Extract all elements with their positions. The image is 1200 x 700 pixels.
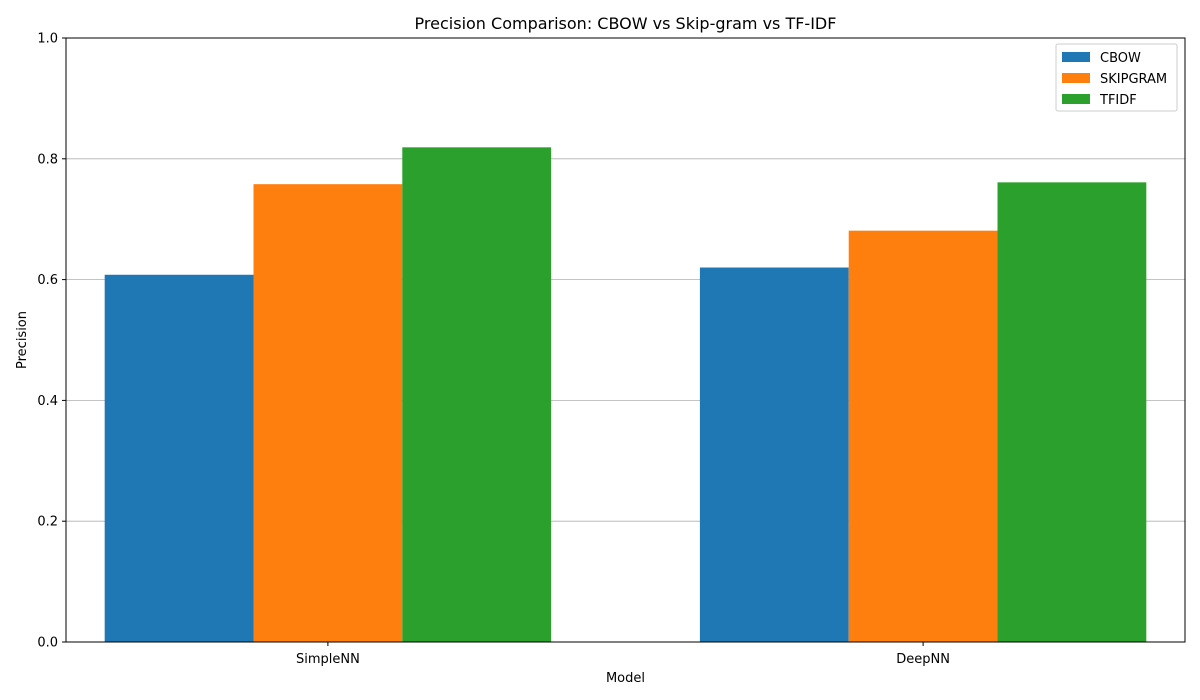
- legend-label-skipgram: SKIPGRAM: [1100, 72, 1167, 87]
- legend-label-tfidf: TFIDF: [1099, 93, 1137, 108]
- y-axis-label: Precision: [15, 311, 30, 369]
- bar-tfidf-deepnn: [997, 182, 1147, 642]
- y-tick-label: 1.0: [37, 32, 58, 47]
- plot-frame: [65, 37, 1186, 643]
- chart-title: Precision Comparison: CBOW vs Skip-gram …: [415, 14, 837, 33]
- bar-tfidf-simplenn: [402, 147, 552, 642]
- x-tick-label: SimpleNN: [296, 652, 360, 667]
- x-axis-ticks: SimpleNN DeepNN: [296, 642, 950, 667]
- y-axis-ticks: 0.0 0.2 0.4 0.6 0.8 1.0: [37, 32, 66, 651]
- legend-swatch-skipgram: [1062, 73, 1090, 83]
- bar-cbow-deepnn: [699, 267, 849, 642]
- legend-swatch-tfidf: [1062, 94, 1090, 104]
- legend: CBOW SKIPGRAM TFIDF: [1055, 43, 1178, 112]
- y-tick-label: 0.2: [37, 515, 58, 530]
- bar-skipgram-simplenn: [253, 184, 403, 642]
- y-tick-label: 0.4: [37, 394, 58, 409]
- legend-label-cbow: CBOW: [1100, 51, 1141, 66]
- x-axis-label: Model: [606, 671, 645, 686]
- legend-swatch-cbow: [1062, 52, 1090, 62]
- bar-cbow-simplenn: [104, 274, 254, 642]
- bar-skipgram-deepnn: [848, 230, 998, 642]
- bars: [104, 147, 1147, 642]
- y-tick-label: 0.8: [37, 152, 58, 167]
- y-tick-label: 0.6: [37, 273, 58, 288]
- y-tick-label: 0.0: [37, 636, 58, 651]
- x-tick-label: DeepNN: [896, 652, 950, 667]
